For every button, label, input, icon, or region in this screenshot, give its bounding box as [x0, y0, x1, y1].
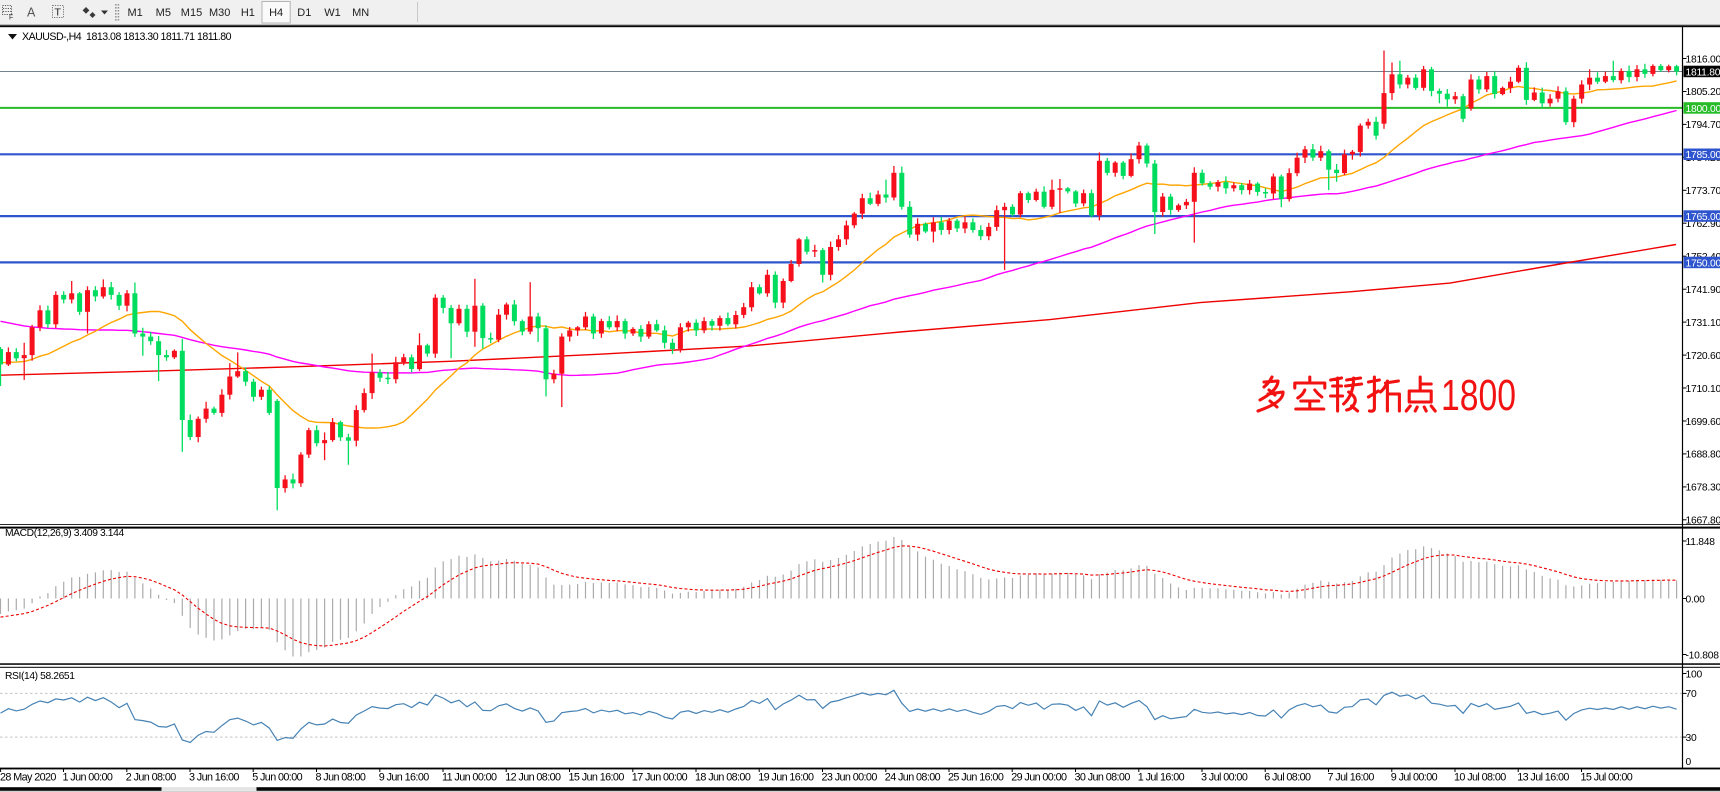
svg-text:1720.60: 1720.60 [1686, 351, 1720, 362]
svg-text:0.00: 0.00 [1686, 594, 1706, 605]
svg-text:25 Jun 16:00: 25 Jun 16:00 [948, 772, 1004, 784]
svg-text:9 Jul 00:00: 9 Jul 00:00 [1391, 772, 1438, 784]
svg-text:1731.10: 1731.10 [1686, 318, 1720, 329]
svg-text:1762.90: 1762.90 [1686, 219, 1720, 230]
svg-text:F: F [9, 15, 13, 22]
svg-text:M15: M15 [181, 7, 202, 19]
svg-text:15 Jun 16:00: 15 Jun 16:00 [569, 772, 625, 784]
svg-text:A: A [27, 6, 36, 20]
svg-text:1750.00: 1750.00 [1686, 258, 1720, 269]
svg-text:30: 30 [1686, 733, 1697, 744]
svg-text:11 Jun 00:00: 11 Jun 00:00 [442, 772, 497, 784]
svg-text:1667.80: 1667.80 [1686, 516, 1720, 527]
svg-text:1 Jul 16:00: 1 Jul 16:00 [1138, 772, 1185, 784]
svg-text:1688.80: 1688.80 [1686, 450, 1720, 461]
svg-text:11.848: 11.848 [1686, 537, 1716, 548]
svg-text:29 Jun 00:00: 29 Jun 00:00 [1011, 772, 1067, 784]
svg-text:28 May 2020: 28 May 2020 [0, 772, 56, 784]
svg-text:6 Jul 08:00: 6 Jul 08:00 [1264, 772, 1311, 784]
svg-text:2 Jun 08:00: 2 Jun 08:00 [126, 772, 176, 784]
svg-text:100: 100 [1686, 669, 1703, 680]
svg-text:MN: MN [352, 7, 369, 19]
svg-text:XAUUSD-,H4 1813.08 1813.30 18: XAUUSD-,H4 1813.08 1813.30 1811.71 1811.… [22, 31, 232, 43]
svg-text:W1: W1 [324, 7, 341, 19]
svg-text:1785.00: 1785.00 [1686, 150, 1720, 161]
svg-text:M30: M30 [209, 7, 230, 19]
svg-text:-10.808: -10.808 [1686, 650, 1720, 661]
svg-text:7 Jul 16:00: 7 Jul 16:00 [1328, 772, 1375, 784]
svg-text:H1: H1 [241, 7, 255, 19]
svg-text:1741.90: 1741.90 [1686, 285, 1720, 296]
svg-text:1 Jun 00:00: 1 Jun 00:00 [63, 772, 113, 784]
svg-text:3 Jul 00:00: 3 Jul 00:00 [1201, 772, 1248, 784]
svg-text:M5: M5 [156, 7, 171, 19]
svg-text:70: 70 [1686, 689, 1697, 700]
svg-text:RSI(14) 58.2651: RSI(14) 58.2651 [5, 671, 75, 682]
svg-text:23 Jun 00:00: 23 Jun 00:00 [822, 772, 878, 784]
svg-text:1699.60: 1699.60 [1686, 417, 1720, 428]
svg-text:H4: H4 [269, 7, 283, 19]
svg-text:3 Jun 16:00: 3 Jun 16:00 [189, 772, 239, 784]
svg-text:1800.00: 1800.00 [1686, 104, 1720, 115]
svg-text:MACD(12,26,9) 3.409 3.144: MACD(12,26,9) 3.409 3.144 [5, 528, 124, 539]
svg-text:1794.70: 1794.70 [1686, 120, 1720, 131]
svg-text:30 Jun 08:00: 30 Jun 08:00 [1075, 772, 1131, 784]
svg-text:1800: 1800 [1441, 371, 1516, 420]
svg-text:0: 0 [1686, 757, 1692, 768]
svg-text:13 Jul 16:00: 13 Jul 16:00 [1517, 772, 1569, 784]
svg-text:24 Jun 08:00: 24 Jun 08:00 [885, 772, 941, 784]
svg-text:D1: D1 [297, 7, 311, 19]
svg-text:15 Jul 00:00: 15 Jul 00:00 [1581, 772, 1633, 784]
svg-text:19 Jun 16:00: 19 Jun 16:00 [758, 772, 814, 784]
svg-text:9 Jun 16:00: 9 Jun 16:00 [379, 772, 429, 784]
svg-text:T: T [55, 7, 62, 19]
svg-text:1678.30: 1678.30 [1686, 483, 1720, 494]
svg-text:10 Jul 08:00: 10 Jul 08:00 [1454, 772, 1506, 784]
svg-text:8 Jun 08:00: 8 Jun 08:00 [316, 772, 366, 784]
svg-text:1773.70: 1773.70 [1686, 186, 1720, 197]
svg-text:M1: M1 [127, 7, 142, 19]
svg-text:12 Jun 08:00: 12 Jun 08:00 [505, 772, 561, 784]
svg-text:17 Jun 00:00: 17 Jun 00:00 [632, 772, 688, 784]
svg-text:18 Jun 08:00: 18 Jun 08:00 [695, 772, 751, 784]
svg-text:1765.00: 1765.00 [1686, 212, 1720, 223]
svg-text:5 Jun 00:00: 5 Jun 00:00 [252, 772, 302, 784]
svg-text:1816.00: 1816.00 [1686, 54, 1720, 65]
svg-text:1805.20: 1805.20 [1686, 87, 1720, 98]
svg-text:1811.80: 1811.80 [1686, 67, 1720, 78]
svg-text:1710.10: 1710.10 [1686, 384, 1720, 395]
